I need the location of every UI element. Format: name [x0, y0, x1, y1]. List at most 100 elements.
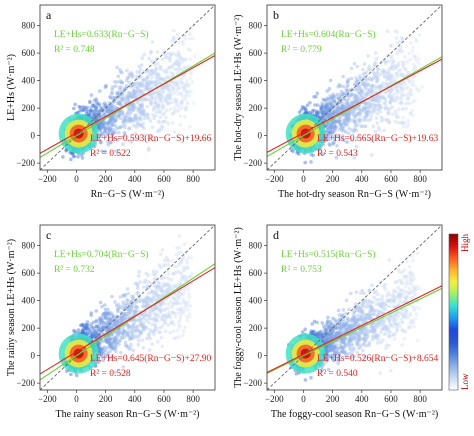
- density-point: [154, 102, 158, 107]
- density-point: [183, 278, 187, 283]
- density-point: [91, 333, 96, 338]
- density-point: [380, 84, 385, 88]
- density-point: [141, 108, 146, 113]
- density-point: [165, 108, 169, 112]
- density-point: [128, 306, 132, 310]
- density-point: [353, 93, 358, 98]
- density-point: [153, 298, 158, 302]
- density-point: [179, 81, 184, 86]
- density-point: [89, 313, 93, 318]
- density-point: [374, 87, 379, 91]
- density-point: [400, 37, 405, 42]
- density-point: [108, 343, 113, 347]
- density-point: [183, 288, 187, 292]
- density-point: [315, 113, 320, 117]
- density-point: [107, 312, 112, 317]
- density-point: [96, 329, 101, 333]
- density-point: [186, 82, 191, 87]
- density-point: [381, 95, 386, 99]
- density-point: [171, 259, 175, 263]
- density-point: [108, 343, 113, 348]
- density-point: [325, 106, 330, 111]
- density-point: [94, 116, 98, 120]
- density-point: [167, 283, 172, 288]
- density-point: [356, 135, 361, 140]
- density-point: [354, 94, 359, 99]
- density-point: [364, 114, 369, 118]
- density-point: [131, 296, 135, 301]
- density-point: [325, 96, 330, 101]
- density-point: [184, 265, 189, 270]
- density-point: [324, 104, 329, 109]
- density-point: [416, 61, 421, 65]
- density-point: [114, 315, 119, 319]
- density-point: [165, 82, 169, 87]
- density-point: [128, 93, 132, 97]
- density-point: [188, 47, 192, 52]
- density-point: [80, 328, 84, 333]
- density-point: [360, 108, 365, 112]
- density-point: [393, 66, 397, 71]
- density-point: [150, 297, 154, 302]
- density-point: [371, 70, 376, 75]
- density-point: [366, 76, 371, 81]
- y-tick-label: 800: [22, 21, 36, 31]
- density-point: [171, 100, 175, 105]
- density-point: [139, 103, 144, 107]
- density-point: [104, 120, 108, 125]
- density-point: [139, 318, 143, 322]
- density-point: [133, 94, 138, 98]
- density-point: [135, 120, 140, 125]
- density-point: [113, 124, 118, 128]
- density-point: [97, 126, 101, 130]
- density-point: [110, 108, 114, 112]
- density-point: [346, 111, 351, 116]
- density-point: [327, 97, 331, 102]
- density-point: [341, 138, 346, 142]
- density-point: [93, 108, 98, 112]
- density-point: [171, 296, 175, 300]
- density-point: [161, 119, 166, 124]
- density-point: [412, 53, 416, 58]
- density-point: [333, 126, 337, 131]
- density-point: [172, 91, 176, 96]
- density-point: [339, 107, 343, 111]
- density-point: [135, 305, 140, 310]
- density-point: [145, 284, 150, 289]
- density-point: [154, 67, 159, 71]
- density-point: [110, 316, 115, 321]
- density-point: [173, 80, 178, 84]
- x-tick-label: 200: [99, 174, 113, 184]
- density-point: [369, 87, 374, 92]
- density-point: [158, 120, 162, 125]
- density-point: [156, 106, 160, 111]
- density-point: [109, 127, 113, 131]
- density-point: [154, 306, 159, 311]
- density-point: [97, 103, 101, 108]
- density-point: [145, 70, 149, 74]
- density-point: [93, 106, 98, 110]
- density-point: [355, 64, 360, 69]
- density-point: [177, 41, 181, 45]
- density-point: [179, 257, 184, 262]
- density-point: [128, 126, 132, 130]
- density-point: [114, 323, 118, 327]
- density-point: [320, 104, 325, 108]
- density-point: [89, 108, 93, 113]
- density-point: [125, 297, 129, 302]
- density-point: [125, 120, 130, 124]
- density-point: [103, 303, 107, 307]
- density-point: [357, 120, 362, 124]
- density-point: [131, 91, 135, 96]
- density-point: [142, 126, 146, 130]
- density-point: [179, 99, 184, 104]
- density-point: [334, 120, 338, 124]
- density-point: [116, 100, 121, 104]
- density-point: [108, 140, 113, 145]
- density-point: [123, 311, 128, 316]
- density-point: [168, 96, 173, 100]
- density-point: [345, 101, 349, 105]
- fit-origin-r2: R² = 0.748: [54, 45, 95, 55]
- density-point: [129, 305, 133, 310]
